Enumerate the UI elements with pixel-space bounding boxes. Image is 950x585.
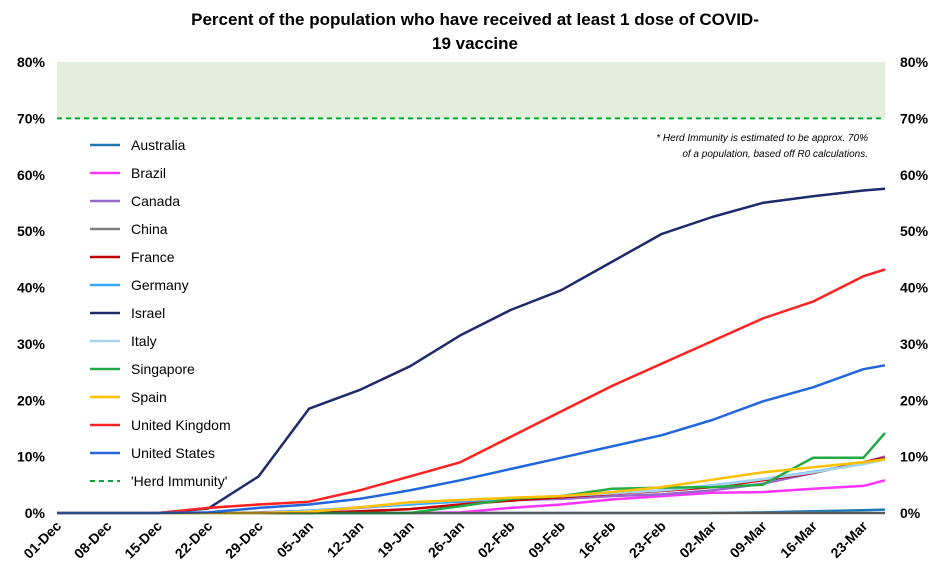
x-tick-label: 01-Dec xyxy=(20,518,64,562)
legend-label-italy: Italy xyxy=(131,333,157,349)
y-tick-label-left: 20% xyxy=(17,392,46,408)
x-tick-label: 15-Dec xyxy=(121,518,165,562)
x-tick-label: 26-Jan xyxy=(425,518,468,561)
legend-label-united-kingdom: United Kingdom xyxy=(131,417,231,433)
x-tick-label: 08-Dec xyxy=(71,518,115,562)
herd-immunity-note-line2: of a population, based off R0 calculatio… xyxy=(682,149,868,160)
series-line-united-kingdom xyxy=(57,268,886,515)
x-tick-label: 12-Jan xyxy=(324,518,367,561)
legend-label-united-states: United States xyxy=(131,445,215,461)
herd-immunity-band xyxy=(57,62,885,119)
x-tick-label: 09-Feb xyxy=(525,518,568,561)
x-tick-label: 19-Jan xyxy=(374,518,417,561)
legend: Australia Brazil Canada China France Germany I… xyxy=(90,137,231,489)
x-tick-label: 22-Dec xyxy=(172,518,216,562)
legend-label-france: France xyxy=(131,249,175,265)
x-tick-label: 09-Mar xyxy=(726,517,770,561)
legend-label-herd-immunity: 'Herd Immunity' xyxy=(131,473,227,489)
x-tick-label: 02-Mar xyxy=(676,517,720,561)
y-tick-label-right: 40% xyxy=(900,280,929,296)
chart-title-line1: Percent of the population who have recei… xyxy=(191,10,759,29)
legend-label-brazil: Brazil xyxy=(131,165,166,181)
y-tick-label-left: 0% xyxy=(25,505,46,521)
x-tick-label: 05-Jan xyxy=(273,518,316,561)
legend-label-spain: Spain xyxy=(131,389,167,405)
x-tick-label: 02-Feb xyxy=(474,518,517,561)
y-tick-label-right: 50% xyxy=(900,223,929,239)
x-tick-label: 29-Dec xyxy=(222,518,266,562)
y-tick-label-right: 30% xyxy=(900,336,929,352)
legend-label-germany: Germany xyxy=(131,277,189,293)
x-tick-label: 16-Mar xyxy=(777,517,821,561)
legend-label-israel: Israel xyxy=(131,305,165,321)
series-line-united-states xyxy=(57,364,886,515)
legend-label-china: China xyxy=(131,221,168,237)
herd-immunity-note-line1: * Herd Immunity is estimated to be appro… xyxy=(656,133,868,144)
x-tick-label: 16-Feb xyxy=(575,518,618,561)
chart-title-line2: 19 vaccine xyxy=(431,34,518,53)
y-tick-label-left: 80% xyxy=(17,54,46,70)
legend-label-canada: Canada xyxy=(131,193,180,209)
y-tick-label-right: 10% xyxy=(900,449,929,465)
x-tick-label: 23-Mar xyxy=(827,517,871,561)
y-tick-label-left: 40% xyxy=(17,280,46,296)
y-tick-label-left: 60% xyxy=(17,167,46,183)
y-tick-label-left: 30% xyxy=(17,336,46,352)
x-tick-label: 23-Feb xyxy=(626,518,669,561)
y-tick-label-right: 20% xyxy=(900,392,929,408)
y-tick-label-left: 10% xyxy=(17,449,46,465)
series-line-israel xyxy=(57,187,886,515)
chart-title: Percent of the population who have recei… xyxy=(0,8,950,56)
y-tick-label-right: 0% xyxy=(900,505,921,521)
y-tick-label-right: 60% xyxy=(900,167,929,183)
y-tick-label-right: 70% xyxy=(900,110,929,126)
legend-label-singapore: Singapore xyxy=(131,361,195,377)
y-tick-label-left: 70% xyxy=(17,110,46,126)
y-tick-label-right: 80% xyxy=(900,54,929,70)
y-tick-label-left: 50% xyxy=(17,223,46,239)
legend-label-australia: Australia xyxy=(131,137,186,153)
